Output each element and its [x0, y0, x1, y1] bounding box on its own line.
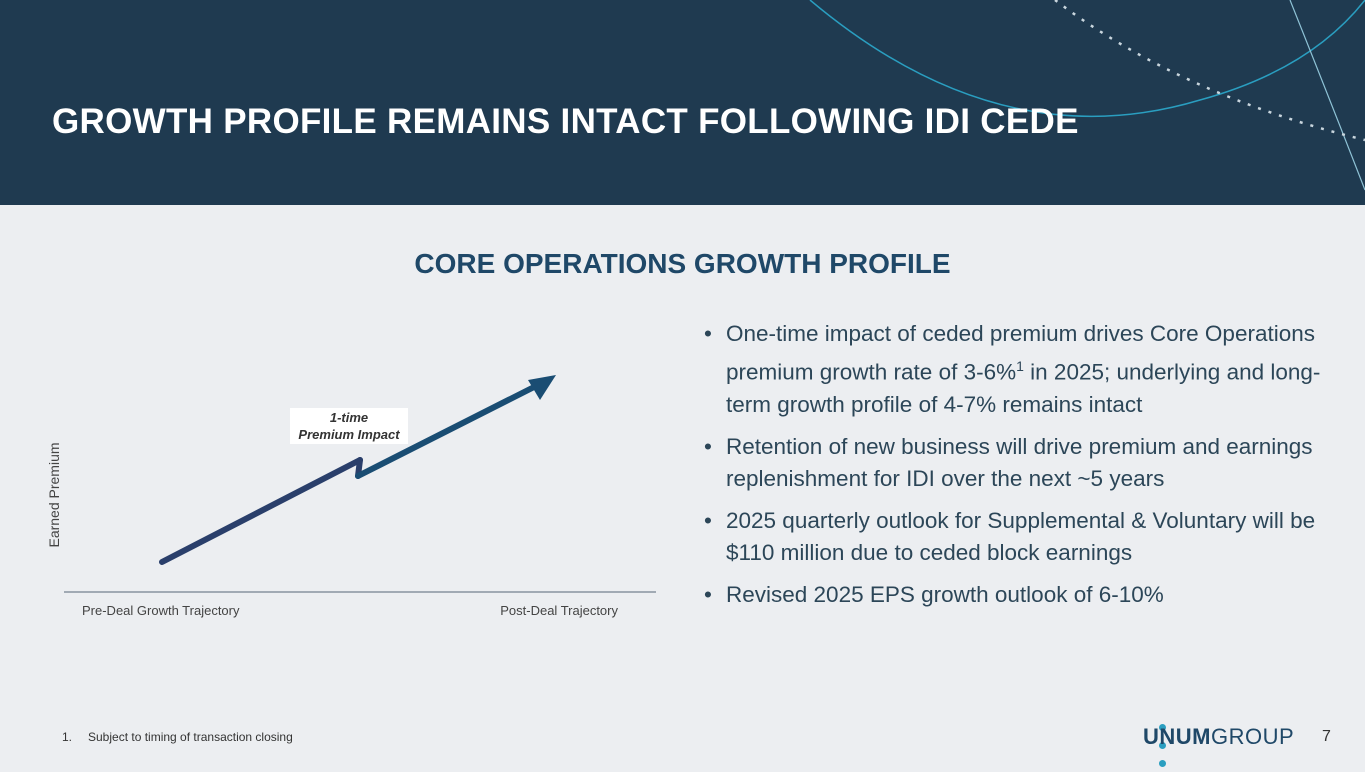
footnote-text: Subject to timing of transaction closing — [88, 730, 293, 744]
footnote: 1. Subject to timing of transaction closi… — [62, 730, 293, 744]
page-number: 7 — [1322, 728, 1331, 745]
pre-deal-trajectory-line — [159, 457, 363, 565]
footnote-ref: 1 — [1016, 358, 1024, 374]
footnote-number: 1. — [62, 730, 73, 744]
bullet-item: Revised 2025 EPS growth outlook of 6-10% — [704, 579, 1324, 611]
bullet-list: One-time impact of ceded premium drives … — [704, 318, 1324, 621]
section-subtitle: CORE OPERATIONS GROWTH PROFILE — [414, 248, 951, 279]
page-title: GROWTH PROFILE REMAINS INTACT FOLLOWING … — [52, 102, 1079, 141]
annotation-line-2: Premium Impact — [298, 427, 400, 442]
bullet-item: 2025 quarterly outlook for Supplemental … — [704, 505, 1324, 569]
header-band: GROWTH PROFILE REMAINS INTACT FOLLOWING … — [0, 0, 1365, 205]
decorative-arcs — [809, 0, 1365, 191]
post-deal-trajectory-line — [355, 381, 543, 479]
bullet-item: One-time impact of ceded premium drives … — [704, 318, 1324, 421]
x-right-label: Post-Deal Trajectory — [500, 603, 618, 618]
x-left-label: Pre-Deal Growth Trajectory — [82, 603, 240, 618]
y-axis-label: Earned Premium — [46, 442, 62, 547]
logo-brand: UNUM — [1143, 724, 1211, 749]
logo-suffix: GROUP — [1211, 724, 1295, 749]
growth-diagram: Earned Premium Pre-Deal Growth Trajector… — [46, 375, 656, 618]
arrow-head-icon — [528, 375, 556, 400]
annotation-box — [290, 408, 408, 444]
annotation-line-1: 1-time — [330, 410, 368, 425]
bullet-item: Retention of new business will drive pre… — [704, 431, 1324, 495]
logo-dots-icon — [1159, 718, 1175, 772]
